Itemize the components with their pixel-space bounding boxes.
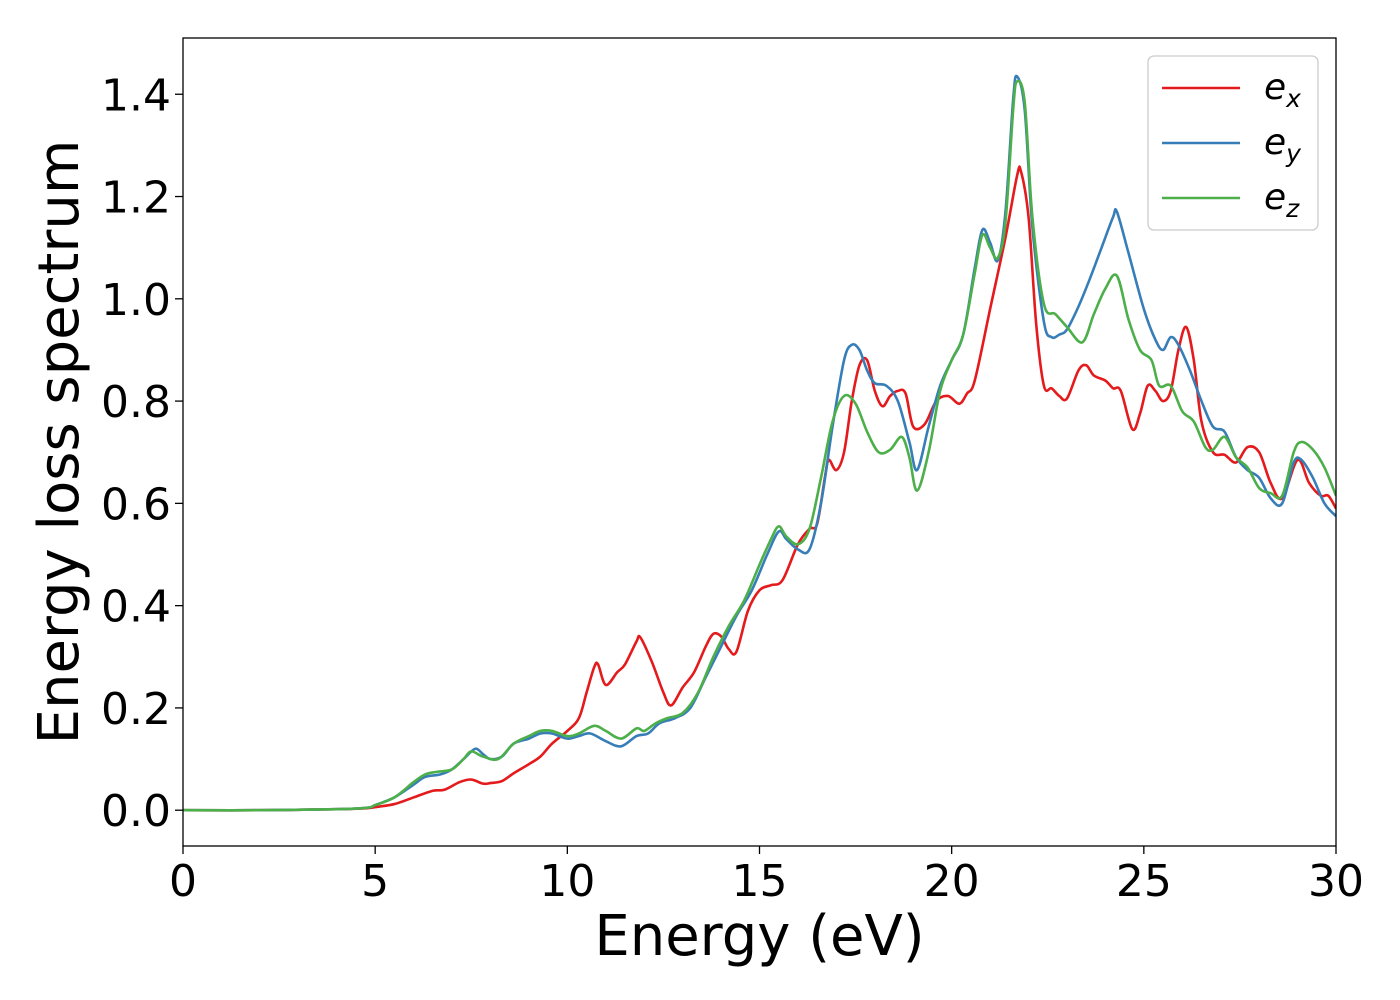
series-line-ex [183,165,1336,812]
x-axis-label: Energy (eV) [594,904,924,969]
series-layer [183,74,1336,812]
x-tick-label: 30 [1308,856,1364,907]
x-tick-label: 10 [539,856,595,907]
y-tick-label: 1.2 [101,173,171,224]
y-tick-label: 0.6 [101,479,171,530]
series-line-ez [183,79,1336,812]
legend-label-ex: ex [1264,67,1301,113]
x-tick-label: 15 [732,856,788,907]
y-tick-label: 0.2 [101,684,171,735]
y-tick-label: 0.8 [101,377,171,428]
x-axis: 0 5 10 15 20 25 30 [169,846,1364,907]
x-tick-label: 5 [361,856,389,907]
legend: ex ey ez [1147,55,1319,231]
y-tick-label: 1.0 [101,275,171,326]
legend-label-ey: ey [1264,122,1302,168]
x-tick-label: 20 [924,856,980,907]
x-tick-label: 0 [169,856,197,907]
y-axis-label: Energy loss spectrum [27,140,92,745]
legend-label-ez: ez [1264,177,1300,223]
y-axis: 0.0 0.2 0.4 0.6 0.8 1.0 1.2 1.4 [101,70,183,837]
y-tick-label: 0.4 [101,582,171,633]
y-tick-label: 0.0 [101,786,171,837]
x-tick-label: 25 [1116,856,1172,907]
y-tick-label: 1.4 [101,70,171,121]
